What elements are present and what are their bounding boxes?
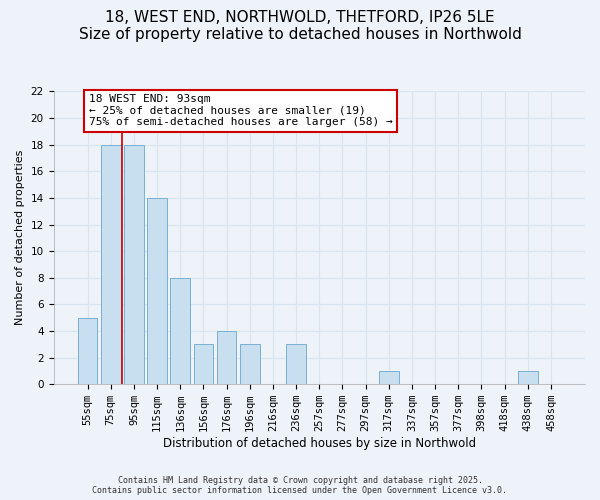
Bar (217, 331, 236, 384)
Bar (240, 344, 260, 384)
Bar (286, 344, 306, 384)
Bar (124, 144, 144, 384)
Text: Contains HM Land Registry data © Crown copyright and database right 2025.
Contai: Contains HM Land Registry data © Crown c… (92, 476, 508, 495)
Bar (379, 371, 398, 384)
Bar (170, 278, 190, 384)
Text: 18 WEST END: 93sqm
← 25% of detached houses are smaller (19)
75% of semi-detache: 18 WEST END: 93sqm ← 25% of detached hou… (89, 94, 392, 128)
Text: 18, WEST END, NORTHWOLD, THETFORD, IP26 5LE
Size of property relative to detache: 18, WEST END, NORTHWOLD, THETFORD, IP26 … (79, 10, 521, 42)
Bar (194, 344, 213, 384)
Y-axis label: Number of detached properties: Number of detached properties (15, 150, 25, 326)
Bar (518, 371, 538, 384)
Bar (77, 318, 97, 384)
X-axis label: Distribution of detached houses by size in Northwold: Distribution of detached houses by size … (163, 437, 476, 450)
Bar (147, 198, 167, 384)
Bar (101, 144, 121, 384)
